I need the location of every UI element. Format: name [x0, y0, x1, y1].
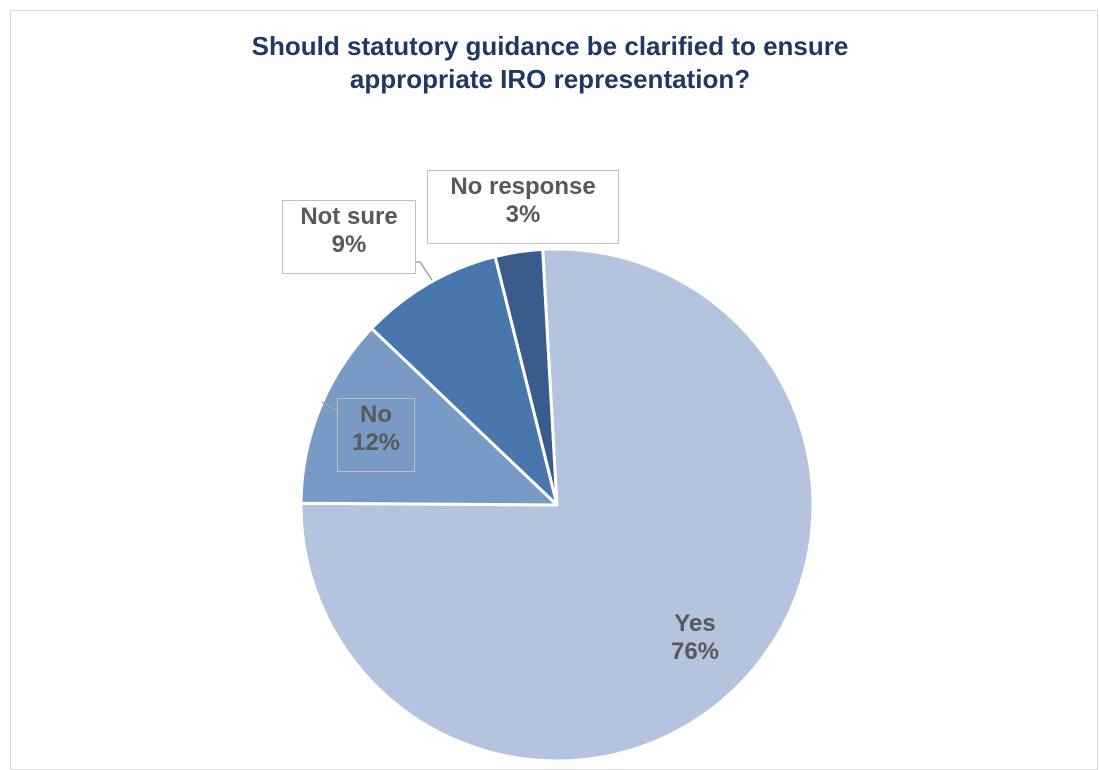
pie-slice-no	[299, 326, 559, 507]
data-label-no-response-value: 3%	[505, 201, 541, 228]
chart-title: Should statutory guidance be clarified t…	[0, 30, 1100, 96]
data-label-no-category: No	[360, 401, 392, 428]
chart-title-line-2: appropriate IRO representation?	[349, 64, 751, 94]
data-label-yes: Yes 76%	[655, 607, 735, 687]
data-label-no-response: No response 3%	[427, 170, 619, 244]
data-label-no: No 12%	[337, 398, 415, 472]
pie-slice-yes	[299, 247, 815, 762]
data-label-not-sure-value: 9%	[331, 231, 367, 258]
pie-slice-not-sure	[370, 255, 559, 507]
data-label-no-response-category: No response	[450, 173, 596, 200]
data-label-no-value: 12%	[351, 429, 401, 456]
leader-line-no	[321, 401, 338, 412]
chart-title-line-1: Should statutory guidance be clarified t…	[251, 31, 849, 61]
data-label-not-sure: Not sure 9%	[282, 200, 416, 274]
data-label-not-sure-category: Not sure	[300, 203, 398, 230]
data-label-yes-category: Yes	[674, 610, 716, 637]
data-label-yes-value: 76%	[670, 638, 720, 665]
